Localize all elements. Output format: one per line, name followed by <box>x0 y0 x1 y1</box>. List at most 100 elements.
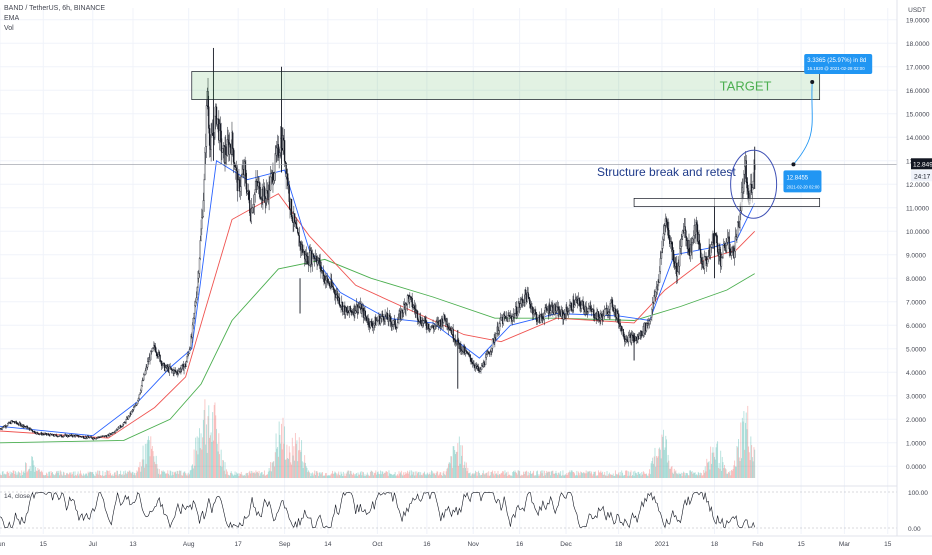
volume-bar <box>750 436 751 478</box>
volume-bar <box>171 475 172 478</box>
candle-body <box>598 311 599 316</box>
volume-bar <box>195 438 196 478</box>
candle-body <box>712 243 713 245</box>
volume-bar <box>485 473 486 478</box>
candle-body <box>686 238 687 241</box>
ema-indicator-label[interactable]: EMA <box>4 14 105 24</box>
candle-body <box>316 256 317 261</box>
volume-bar <box>545 475 546 478</box>
volume-bar <box>201 433 202 478</box>
volume-bar <box>167 473 168 478</box>
volume-bar <box>38 470 39 478</box>
volume-bar <box>674 469 675 478</box>
volume-bar <box>227 472 228 478</box>
volume-bar <box>47 474 48 478</box>
volume-bar <box>504 470 505 478</box>
volume-bar <box>464 465 465 478</box>
volume-bar <box>475 471 476 478</box>
volume-bar <box>65 475 66 478</box>
volume-bar <box>249 472 250 478</box>
volume-bar <box>419 472 420 478</box>
volume-bar <box>614 476 615 478</box>
candle-body <box>685 231 686 238</box>
candle-body <box>660 258 661 271</box>
volume-bar <box>229 476 230 478</box>
candle-body <box>165 368 166 371</box>
volume-bar <box>675 471 676 478</box>
volume-bar <box>179 470 180 478</box>
candle-body <box>107 435 108 437</box>
volume-bar <box>261 472 262 478</box>
volume-bar <box>256 472 257 478</box>
candle-body <box>659 271 660 282</box>
target-label: TARGET <box>720 79 772 94</box>
oscillator-legend: 14, close <box>4 493 30 500</box>
volume-bar <box>538 474 539 478</box>
volume-bar <box>715 460 716 478</box>
candle-body <box>544 313 545 319</box>
symbol-title[interactable]: BAND / TetherUS, 6h, BINANCE <box>4 4 105 14</box>
volume-bar <box>609 473 610 478</box>
volume-bar <box>318 476 319 478</box>
candle-body <box>271 174 272 177</box>
volume-bar <box>35 467 36 478</box>
candle-body <box>604 310 605 317</box>
volume-bar <box>438 475 439 478</box>
volume-bar <box>199 428 200 478</box>
volume-bar <box>233 476 234 478</box>
volume-bar <box>752 457 753 478</box>
volume-bar <box>178 474 179 478</box>
candle-body <box>248 190 249 200</box>
countdown-value: 24:17 <box>914 173 931 180</box>
volume-bar <box>275 452 276 478</box>
volume-bar <box>289 446 290 478</box>
volume-bar <box>430 475 431 478</box>
volume-bar <box>320 474 321 478</box>
volume-bar <box>329 475 330 478</box>
volume-bar <box>361 475 362 478</box>
candle-body <box>681 239 682 246</box>
candle-body <box>32 430 33 431</box>
volume-bar <box>434 474 435 478</box>
volume-bar <box>208 416 209 478</box>
volume-bar <box>675 470 676 478</box>
volume-bar <box>701 473 702 478</box>
volume-indicator-label[interactable]: Vol <box>4 24 105 34</box>
volume-bar <box>342 476 343 478</box>
volume-bar <box>414 475 415 478</box>
candle-body <box>628 336 629 342</box>
volume-bar <box>383 474 384 478</box>
projection-start-dot <box>791 162 795 166</box>
volume-bar <box>384 473 385 478</box>
volume-bar <box>593 474 594 478</box>
volume-bar <box>180 471 181 478</box>
candle-body <box>545 308 546 314</box>
volume-bar <box>113 476 114 478</box>
volume-bar <box>504 475 505 478</box>
volume-bar <box>388 476 389 478</box>
volume-bar <box>437 471 438 478</box>
volume-bar <box>455 454 456 478</box>
volume-bar <box>731 470 732 478</box>
volume-bar <box>539 474 540 478</box>
x-tick-label: 15 <box>884 541 892 548</box>
volume-bar <box>372 472 373 478</box>
volume-bar <box>678 473 679 478</box>
volume-bar <box>221 450 222 478</box>
volume-bar <box>11 472 12 478</box>
volume-bar <box>558 473 559 478</box>
volume-bar <box>635 473 636 478</box>
volume-bar <box>12 473 13 478</box>
volume-bar <box>659 447 660 478</box>
volume-bar <box>215 402 216 478</box>
volume-bar <box>231 471 232 478</box>
volume-bar <box>589 471 590 478</box>
candle-body <box>156 353 157 356</box>
candle-body <box>371 323 372 326</box>
volume-bar <box>501 473 502 478</box>
y-tick-label: 1.0000 <box>906 440 926 447</box>
volume-bar <box>381 474 382 478</box>
candle-body <box>499 323 500 330</box>
